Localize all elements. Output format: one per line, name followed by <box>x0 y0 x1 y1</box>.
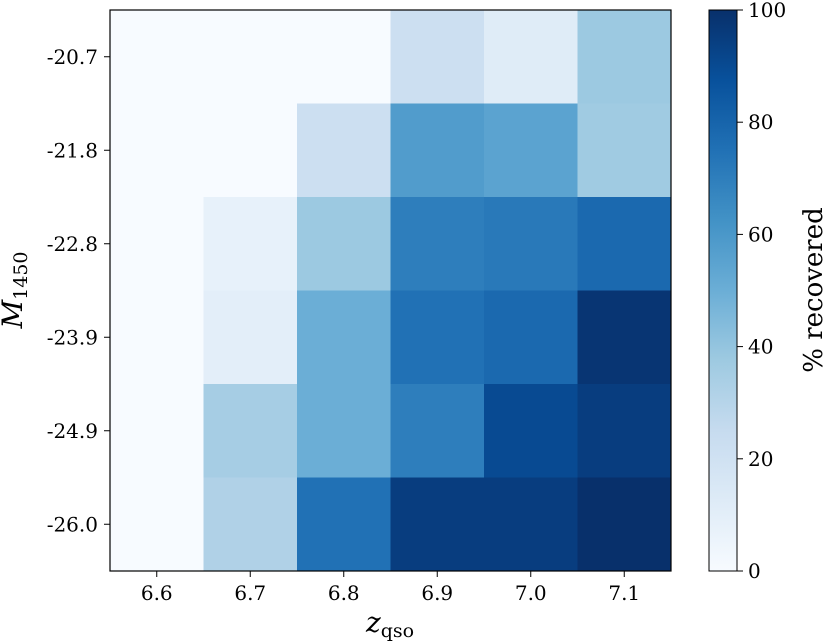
heatmap-cell <box>110 384 204 478</box>
heatmap-cell <box>203 477 298 572</box>
y-tick-label: -22.8 <box>47 232 98 256</box>
x-tick-label: 6.8 <box>328 581 360 605</box>
colorbar <box>708 9 738 572</box>
y-axis-label-sub: 1450 <box>10 251 32 299</box>
heatmap-cell <box>297 477 391 572</box>
colorbar-tick-label: 40 <box>748 335 773 359</box>
y-tick-label: -26.0 <box>47 512 98 536</box>
heatmap-cell <box>577 290 672 385</box>
heatmap-cell <box>110 103 204 198</box>
heatmap-cell <box>484 10 578 104</box>
heatmap-cell <box>297 384 391 478</box>
heatmap-cell <box>390 290 485 385</box>
heatmap-cell <box>297 197 391 291</box>
heatmap-cell <box>484 197 578 291</box>
heatmap-cell <box>110 477 204 572</box>
heatmap-cell <box>484 290 578 385</box>
x-axis-ticks: 6.6 6.7 6.8 6.9 7.0 7.1 <box>141 571 640 605</box>
heatmap-cell <box>297 10 391 104</box>
x-tick-label: 6.6 <box>141 581 173 605</box>
x-tick-label: 6.9 <box>421 581 453 605</box>
heatmap-cell <box>577 103 672 198</box>
x-tick-label: 6.7 <box>234 581 266 605</box>
colorbar-tick-label: 80 <box>748 110 773 134</box>
heatmap-cell <box>203 10 298 104</box>
x-axis-label-sub: qso <box>381 620 414 641</box>
heatmap-cell <box>484 103 578 198</box>
heatmap-cells <box>110 10 672 572</box>
y-axis-label-main: M <box>0 299 29 330</box>
y-tick-label: -24.9 <box>47 419 98 443</box>
x-tick-label: 7.1 <box>608 581 640 605</box>
heatmap-cell <box>390 477 485 572</box>
heatmap-cell <box>203 103 298 198</box>
heatmap-cell <box>577 197 672 291</box>
y-axis-label: M1450 <box>0 251 32 329</box>
y-tick-label: -23.9 <box>47 325 98 349</box>
x-axis-label-main: z <box>365 606 381 639</box>
heatmap-cell <box>484 384 578 478</box>
heatmap-cell <box>297 103 391 198</box>
colorbar-tick-label: 100 <box>748 0 786 22</box>
heatmap-cell <box>297 290 391 385</box>
colorbar-ticks: 0 20 40 60 80 100 <box>737 0 786 583</box>
y-axis-ticks: -20.7 -21.8 -22.8 -23.9 -24.9 -26.0 <box>47 45 110 536</box>
heatmap-cell <box>390 103 485 198</box>
colorbar-label: % recovered <box>799 207 829 373</box>
heatmap-cell <box>577 384 672 478</box>
plot-frame <box>109 9 672 572</box>
y-tick-label: -20.7 <box>47 45 98 69</box>
colorbar-tick-label: 20 <box>748 447 773 471</box>
heatmap-cell <box>390 10 485 104</box>
heatmap-cell <box>110 290 204 385</box>
x-tick-label: 7.0 <box>515 581 547 605</box>
heatmap-cell <box>203 384 298 478</box>
y-tick-label: -21.8 <box>47 138 98 162</box>
heatmap-cell <box>110 197 204 291</box>
heatmap-cell <box>577 477 672 572</box>
heatmap-cell <box>390 384 485 478</box>
heatmap-cell <box>203 290 298 385</box>
heatmap-cell <box>484 477 578 572</box>
heatmap-cell <box>577 10 672 104</box>
heatmap-cell <box>390 197 485 291</box>
x-axis-label: zqso <box>365 606 414 641</box>
heatmap-cell <box>110 10 204 104</box>
heatmap-cell <box>203 197 298 291</box>
colorbar-tick-label: 60 <box>748 222 773 246</box>
colorbar-tick-label: 0 <box>748 559 761 583</box>
